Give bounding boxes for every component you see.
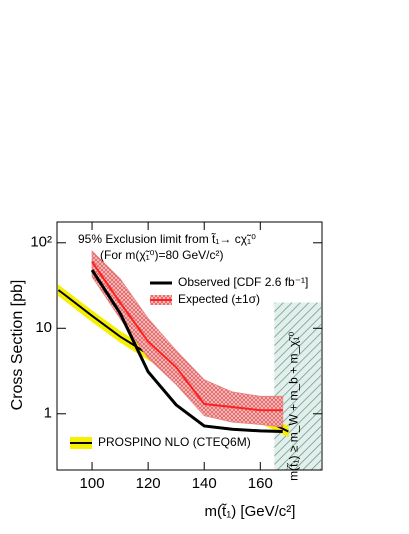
- legend-label: Expected (±1σ): [178, 292, 260, 306]
- x-tick-label: 160: [248, 475, 273, 492]
- series-line: [90, 269, 283, 434]
- series-line: [91, 261, 283, 412]
- frame: [56, 221, 323, 471]
- y-tick-label: 1: [44, 405, 52, 422]
- legend-label: PROSPINO NLO (CTEQ6M): [98, 435, 251, 449]
- chart-subtitle: (For m(χ̃₁⁰)=80 GeV/c²): [100, 248, 224, 262]
- chart-title: 95% Exclusion limit from t̃₁→ cχ̃₁⁰: [78, 232, 256, 247]
- legend-label: Observed [CDF 2.6 fb⁻¹]: [178, 275, 308, 289]
- x-tick-label: 120: [136, 475, 161, 492]
- region-label: m(t̃₁) ≥ m_W + m_b + m_χ̃₁⁰: [286, 332, 301, 481]
- x-tick-label: 100: [80, 475, 105, 492]
- x-tick-label: 140: [192, 475, 217, 492]
- excluded-region: [274, 302, 321, 470]
- y-tick-label: 10: [35, 319, 52, 336]
- x-axis-label: m(t̃₁) [GeV/c²]: [205, 503, 296, 520]
- plot-area: [57, 250, 321, 470]
- y-axis-label: Cross Section [pb]: [9, 280, 26, 411]
- y-tick-label: 10²: [30, 234, 52, 251]
